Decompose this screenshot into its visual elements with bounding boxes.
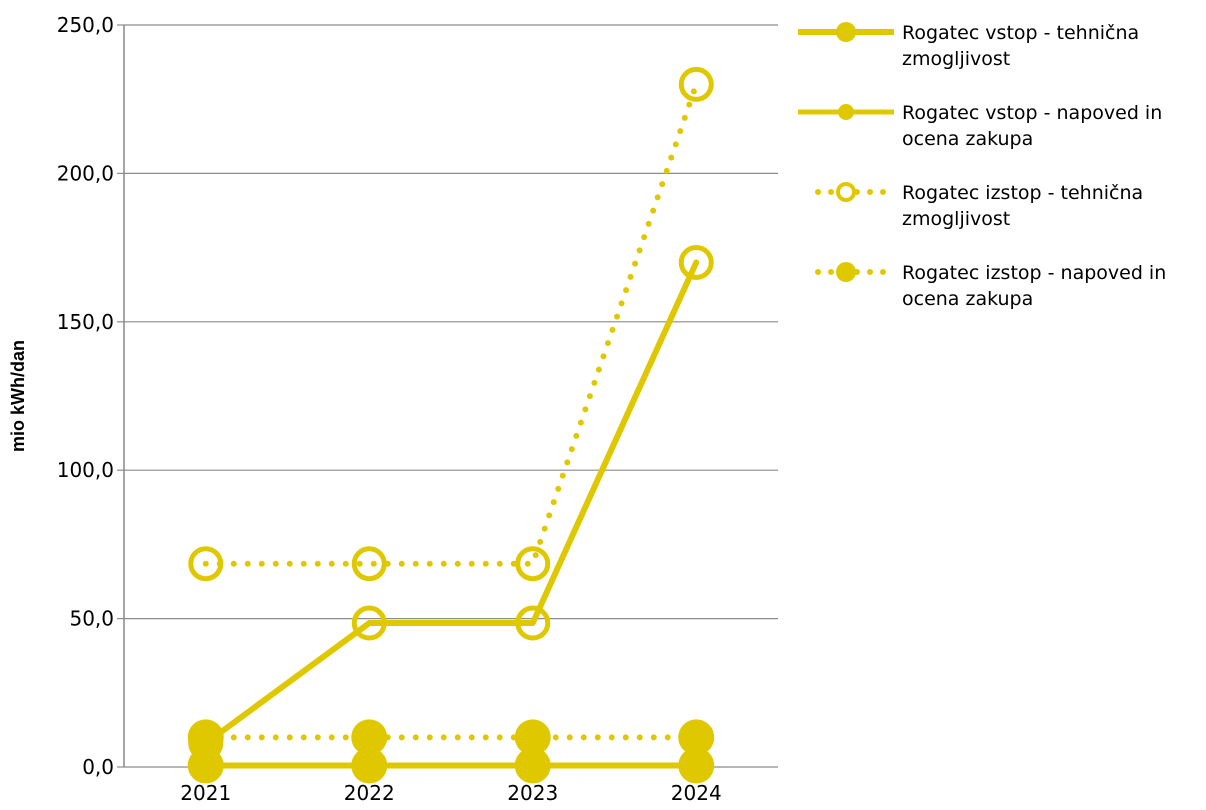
- y-tick-label: 50,0: [69, 607, 114, 631]
- series-line: [202, 259, 700, 747]
- legend-swatch-dotted-filled: [815, 262, 896, 282]
- legend-label-line2: ocena zakupa: [902, 288, 1034, 310]
- series-3: [188, 66, 714, 582]
- legend-item-vstop-napoved: Rogatec vstop - napoved in ocena zakupa: [796, 92, 1196, 172]
- legend-label: Rogatec vstop - tehnična zmogljivost: [902, 20, 1192, 72]
- data-point-filled: [351, 747, 388, 784]
- series-1: [188, 244, 714, 761]
- series-4: [187, 719, 715, 756]
- legend-label: Rogatec vstop - napoved in ocena zakupa: [902, 100, 1192, 152]
- x-tick-label: 2023: [507, 781, 558, 805]
- data-point-filled: [514, 747, 551, 784]
- legend-label: Rogatec izstop - napoved in ocena zakupa: [902, 260, 1192, 312]
- data-point-filled: [351, 719, 388, 756]
- gridlines: [117, 24, 778, 768]
- y-axis-ticks: 0,0 50,0 100,0 150,0 200,0 250,0: [57, 13, 114, 779]
- x-tick-label: 2021: [180, 781, 231, 805]
- data-point-open: [351, 546, 387, 582]
- data-point-open: [515, 605, 551, 641]
- legend-swatch-dotted-open: [815, 182, 896, 202]
- legend-label-line1: Rogatec vstop - tehnična: [902, 22, 1140, 44]
- x-axis-ticks: 2021 2022 2023 2024: [180, 767, 722, 805]
- legend-item-izstop-tehnicna: Rogatec izstop - tehnična zmogljivost: [796, 172, 1196, 252]
- legend-label: Rogatec izstop - tehnična zmogljivost: [902, 180, 1192, 232]
- data-point-filled: [514, 719, 551, 756]
- series-line: [202, 81, 700, 567]
- legend-label-line2: ocena zakupa: [902, 128, 1034, 150]
- legend-swatch-solid-open: [798, 22, 894, 42]
- y-tick-label: 250,0: [57, 13, 114, 37]
- data-point-open: [351, 605, 387, 641]
- data-point-filled: [678, 747, 715, 784]
- legend-label-line1: Rogatec izstop - napoved in: [902, 262, 1167, 284]
- legend: Rogatec vstop - tehnična zmogljivost Rog…: [796, 12, 1196, 332]
- series-group: [187, 66, 715, 784]
- legend-swatch-solid-filled: [798, 104, 894, 120]
- data-point-open: [678, 244, 714, 280]
- legend-label-line1: Rogatec izstop - tehnična: [902, 182, 1144, 204]
- data-point-open: [188, 725, 224, 761]
- legend-item-izstop-napoved: Rogatec izstop - napoved in ocena zakupa: [796, 252, 1196, 332]
- data-point-open: [188, 546, 224, 582]
- data-point-filled: [678, 719, 715, 756]
- legend-item-vstop-tehnicna: Rogatec vstop - tehnična zmogljivost: [796, 12, 1196, 92]
- y-tick-label: 150,0: [57, 310, 114, 334]
- x-tick-label: 2024: [671, 781, 722, 805]
- legend-label-line2: zmogljivost: [902, 208, 1011, 230]
- x-tick-label: 2022: [344, 781, 395, 805]
- series-2: [187, 747, 715, 784]
- legend-label-line1: Rogatec vstop - napoved in: [902, 102, 1163, 124]
- legend-label-line2: zmogljivost: [902, 48, 1011, 70]
- data-point-open: [515, 546, 551, 582]
- data-point-open: [678, 66, 714, 102]
- y-tick-label: 200,0: [57, 161, 114, 185]
- line-chart: 0,0 50,0 100,0 150,0 200,0 250,0 2021 2022 2023…: [8, 13, 778, 805]
- y-axis-title: mio kWh/dan: [8, 340, 28, 452]
- y-tick-label: 100,0: [57, 458, 114, 482]
- y-tick-label: 0,0: [82, 755, 114, 779]
